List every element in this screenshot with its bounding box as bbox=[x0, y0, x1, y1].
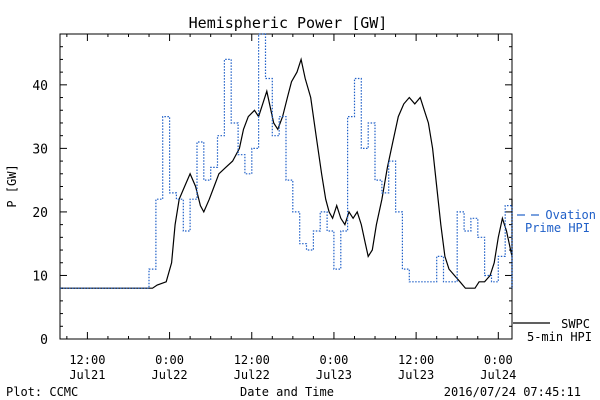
y-tick-label: 30 bbox=[32, 142, 48, 157]
legend-label-ovation-line2: Prime HPI bbox=[525, 221, 590, 235]
footer-timestamp: 2016/07/24 07:45:11 bbox=[444, 385, 581, 399]
x-tick-label-date: Jul24 bbox=[480, 368, 516, 382]
x-tick-label-time: 12:00 bbox=[398, 353, 434, 367]
x-tick-label-date: Jul23 bbox=[398, 368, 434, 382]
series-layer bbox=[60, 33, 513, 289]
chart-title: Hemispheric Power [GW] bbox=[189, 14, 388, 32]
y-tick-label: 0 bbox=[40, 333, 48, 348]
legend-label-swpc-line2: 5-min HPI bbox=[527, 330, 592, 344]
y-tick-label: 40 bbox=[32, 79, 48, 94]
footer-credit: Plot: CCMC bbox=[6, 385, 78, 399]
x-tick-label-date: Jul22 bbox=[152, 368, 188, 382]
x-tick-label-time: 12:00 bbox=[234, 353, 270, 367]
x-tick-label-time: 0:00 bbox=[155, 353, 184, 367]
y-axis-label: P [GW] bbox=[5, 164, 19, 207]
legend-label-swpc: SWPC bbox=[561, 317, 590, 331]
x-tick-label-time: 12:00 bbox=[69, 353, 105, 367]
x-tick-label-time: 0:00 bbox=[319, 353, 348, 367]
x-tick-label-date: Jul21 bbox=[69, 368, 105, 382]
y-tick-label: 20 bbox=[32, 206, 48, 221]
x-tick-label-date: Jul22 bbox=[234, 368, 270, 382]
x-tick-label-time: 0:00 bbox=[484, 353, 513, 367]
x-axis-label: Date and Time bbox=[240, 385, 334, 399]
x-axis: 12:00Jul210:00Jul2212:00Jul220:00Jul2312… bbox=[66, 34, 516, 382]
y-tick-label: 10 bbox=[32, 269, 48, 284]
x-tick-label-date: Jul23 bbox=[316, 368, 352, 382]
legend-label-ovation: Ovation bbox=[545, 208, 596, 222]
y-axis: 0 10 20 30 40 bbox=[32, 46, 512, 348]
plot-frame bbox=[59, 33, 513, 340]
series-line-swpc bbox=[60, 57, 513, 289]
series-line-ovation bbox=[60, 33, 513, 289]
